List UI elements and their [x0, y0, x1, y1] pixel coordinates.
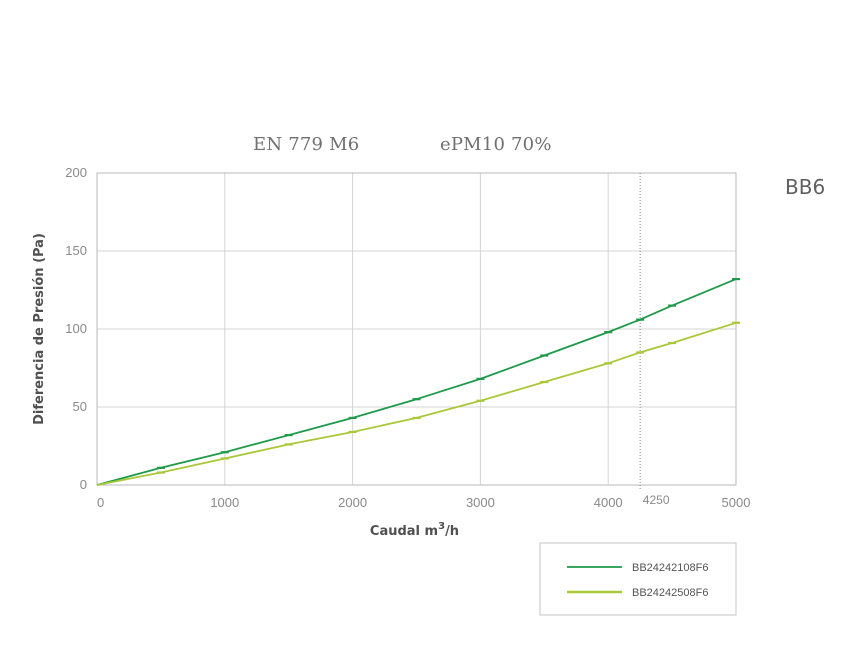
y-tick-label-100: 100 [65, 321, 87, 336]
legend-label-2: BB24242508F6 [632, 587, 708, 599]
y-tick-label-200: 200 [65, 165, 87, 180]
plot-frame [96, 172, 737, 486]
x-axis-title: Caudal m3/h [370, 521, 459, 539]
y-axis-title: Diferencia de Presión (Pa) [32, 233, 47, 425]
series-line-2 [96, 321, 737, 486]
series-lines [96, 277, 740, 486]
x-axis-title-main: Caudal m [370, 524, 438, 539]
y-tick-label-0: 0 [80, 477, 87, 492]
x-tick-label-4000: 4000 [594, 495, 623, 510]
x-tick-label-3000: 3000 [466, 495, 495, 510]
x-tick-label-1000: 1000 [210, 495, 239, 510]
legend: BB24242108F6 BB24242508F6 [539, 542, 737, 616]
legend-label-1: BB24242108F6 [632, 562, 708, 574]
x-tick-labels: 0 1000 2000 3000 4000 5000 [97, 495, 750, 510]
x-axis-title-sup: 3 [438, 521, 445, 532]
y-tick-label-50: 50 [73, 399, 87, 414]
marker-label: 4250 [643, 493, 670, 507]
y-tick-labels: 0 50 100 150 200 [65, 165, 87, 492]
x-tick-label-2000: 2000 [338, 495, 367, 510]
x-tick-label-5000: 5000 [722, 495, 751, 510]
filter-class-epm10: ePM10 70% [440, 134, 552, 155]
series-line-1 [96, 278, 737, 486]
legend-box [539, 542, 737, 616]
model-label: BB6 [785, 175, 826, 199]
y-tick-label-150: 150 [65, 243, 87, 258]
filter-class-en779: EN 779 M6 [253, 134, 360, 155]
x-axis-title-tail: /h [445, 524, 459, 539]
x-tick-label-0: 0 [97, 495, 104, 510]
